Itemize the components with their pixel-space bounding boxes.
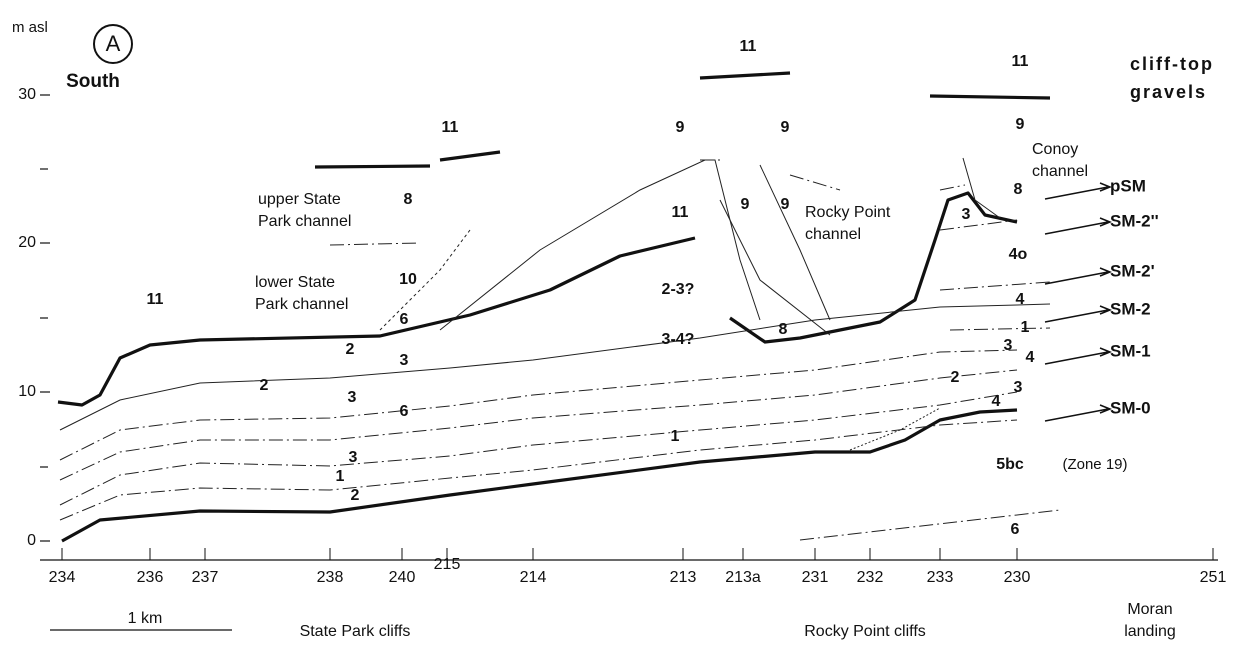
x-label: 230 <box>1004 569 1031 586</box>
channel-label: Park channel <box>258 213 351 230</box>
layer-label: 3 <box>1004 337 1013 354</box>
x-label: 238 <box>317 569 344 586</box>
x-label: 240 <box>389 569 416 586</box>
layer-label: 1 <box>336 468 345 485</box>
surface-label: SM-1 <box>1110 341 1151 360</box>
layer-label: 9 <box>781 119 790 136</box>
section-label: Rocky Point cliffs <box>804 623 926 640</box>
layer-label: 8 <box>1014 181 1023 198</box>
layer-label: 1 <box>1021 319 1030 336</box>
layer-label: 5bc <box>996 456 1024 473</box>
channel-label: lower State <box>255 274 335 291</box>
layer-label: 9 <box>676 119 685 136</box>
panel-label: A <box>106 31 121 56</box>
surface-label: SM-2 <box>1110 299 1151 318</box>
channel-label: channel <box>805 226 861 243</box>
y-tick-label: 20 <box>18 234 36 251</box>
layer-label: 3-4? <box>662 331 695 348</box>
x-label: 215 <box>434 556 461 573</box>
layer-label: 2 <box>346 341 355 358</box>
layer-label: 8 <box>779 321 788 338</box>
surface-arrow <box>1045 218 1110 234</box>
layer-label: 2 <box>260 377 269 394</box>
layer-label: 9 <box>741 196 750 213</box>
layer-label: 4 <box>992 393 1001 410</box>
layer-label: 3 <box>1014 379 1023 396</box>
surface-arrow <box>1045 348 1110 364</box>
layer-label: 1 <box>671 428 680 445</box>
channel-label: Park channel <box>255 296 348 313</box>
layer-label: 3 <box>349 449 358 466</box>
layer-label: 11 <box>147 291 164 308</box>
layer-label: 11 <box>740 38 757 55</box>
layer-label: 4 <box>1026 349 1035 366</box>
channel-label: Conoy <box>1032 141 1078 158</box>
x-label: 237 <box>192 569 219 586</box>
x-label: 251 <box>1200 569 1227 586</box>
layer-label: 6 <box>400 403 409 420</box>
layer-label: (Zone 19) <box>1062 456 1127 473</box>
surface-arrow <box>1045 405 1110 421</box>
layer-label: 10 <box>399 271 417 288</box>
surface-label: SM-2'' <box>1110 211 1159 230</box>
layer-label: 2-3? <box>662 281 695 298</box>
channel-label: channel <box>1032 163 1088 180</box>
surface-label: SM-2' <box>1110 261 1155 280</box>
layer-label: 9 <box>1016 116 1025 133</box>
layer-label: 4o <box>1009 246 1028 263</box>
x-label: 213 <box>670 569 697 586</box>
y-tick-label: 0 <box>27 532 36 549</box>
layer-label: 9 <box>781 196 790 213</box>
y-tick-label: 10 <box>18 383 36 400</box>
x-label: 213a <box>725 569 761 586</box>
x-label: 231 <box>802 569 829 586</box>
layer-label: 4 <box>1016 291 1025 308</box>
channel-label: upper State <box>258 191 341 208</box>
surface-label: pSM <box>1110 176 1146 195</box>
channel-label: gravels <box>1130 82 1207 102</box>
channel-label: Rocky Point <box>805 204 891 221</box>
landing-label: Moran <box>1127 601 1172 618</box>
layer-label: 11 <box>672 204 689 221</box>
surface-arrow <box>1045 306 1110 322</box>
x-label: 233 <box>927 569 954 586</box>
y-tick-label: 30 <box>18 86 36 103</box>
direction: South <box>66 71 120 92</box>
layer-label: 11 <box>442 119 459 136</box>
landing-label: landing <box>1124 623 1176 640</box>
x-label: 232 <box>857 569 884 586</box>
x-label: 236 <box>137 569 164 586</box>
surface-arrow <box>1045 268 1110 284</box>
strata <box>58 73 1060 541</box>
section-label: State Park cliffs <box>300 623 411 640</box>
surface-label: SM-0 <box>1110 398 1151 417</box>
surface-arrow <box>1045 183 1110 199</box>
x-label: 214 <box>520 569 547 586</box>
layer-label: 3 <box>348 389 357 406</box>
layer-label: 2 <box>951 369 960 386</box>
layer-label: 3 <box>962 206 971 223</box>
layer-label: 11 <box>1012 53 1029 70</box>
layer-label: 6 <box>1011 521 1020 538</box>
layer-label: 6 <box>400 311 409 328</box>
cross-section: m asl A South 30201002342362372382402152… <box>0 0 1241 644</box>
layer-label: 2 <box>351 487 360 504</box>
scale-label: 1 km <box>128 610 163 627</box>
x-label: 234 <box>49 569 76 586</box>
unit-label: m asl <box>12 19 48 36</box>
layer-label: 3 <box>400 352 409 369</box>
layer-label: 8 <box>404 191 413 208</box>
channel-label: cliff-top <box>1130 54 1214 74</box>
